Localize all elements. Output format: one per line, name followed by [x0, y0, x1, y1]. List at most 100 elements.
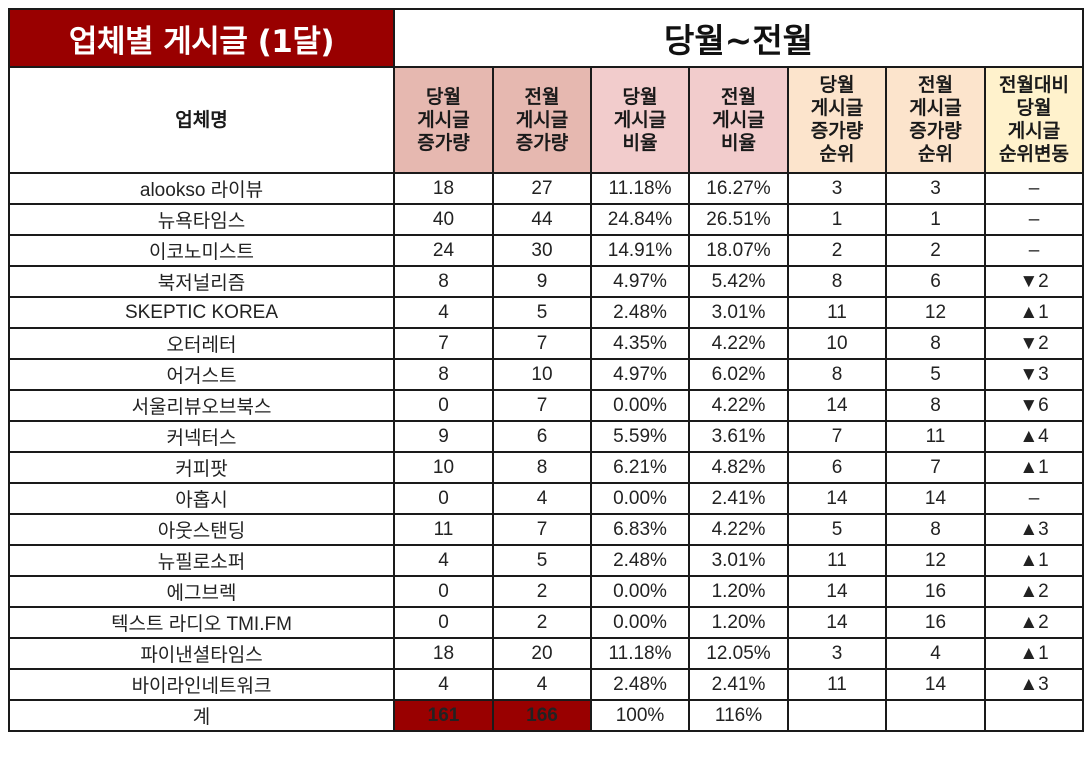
cur-increase-cell[interactable]: 11 [393, 513, 494, 546]
prev-rank-cell[interactable]: 1 [885, 203, 986, 236]
prev-increase-cell[interactable]: 7 [492, 513, 592, 546]
total-rank-change[interactable] [984, 699, 1084, 732]
total-cur-rank[interactable] [787, 699, 887, 732]
company-name-cell[interactable]: 오터레터 [8, 327, 395, 360]
cur-rank-cell[interactable]: 10 [787, 327, 887, 360]
prev-increase-cell[interactable]: 2 [492, 575, 592, 608]
prev-increase-cell[interactable]: 4 [492, 668, 592, 701]
company-name-cell[interactable]: 이코노미스트 [8, 234, 395, 267]
prev-ratio-cell[interactable]: 3.01% [688, 296, 789, 329]
total-label[interactable]: 계 [8, 699, 395, 732]
prev-rank-cell[interactable]: 12 [885, 544, 986, 577]
cur-rank-cell[interactable]: 14 [787, 389, 887, 422]
company-name-cell[interactable]: 커피팟 [8, 451, 395, 484]
prev-rank-cell[interactable]: 12 [885, 296, 986, 329]
prev-ratio-cell[interactable]: 3.01% [688, 544, 789, 577]
company-name-cell[interactable]: 뉴욕타임스 [8, 203, 395, 236]
cur-increase-cell[interactable]: 10 [393, 451, 494, 484]
cur-ratio-cell[interactable]: 24.84% [590, 203, 690, 236]
cur-increase-cell[interactable]: 7 [393, 327, 494, 360]
company-name-cell[interactable]: 커넥터스 [8, 420, 395, 453]
rank-change-cell[interactable]: ▲3 [984, 513, 1084, 546]
table-title[interactable]: 업체별 게시글 (1달) [8, 8, 395, 68]
company-name-cell[interactable]: 바이라인네트워크 [8, 668, 395, 701]
prev-increase-cell[interactable]: 7 [492, 327, 592, 360]
company-name-cell[interactable]: 에그브렉 [8, 575, 395, 608]
prev-increase-cell[interactable]: 44 [492, 203, 592, 236]
prev-rank-cell[interactable]: 5 [885, 358, 986, 391]
cur-rank-cell[interactable]: 2 [787, 234, 887, 267]
cur-increase-cell[interactable]: 0 [393, 389, 494, 422]
cur-increase-cell[interactable]: 24 [393, 234, 494, 267]
rank-change-cell[interactable]: ▲2 [984, 606, 1084, 639]
rank-change-cell[interactable]: – [984, 203, 1084, 236]
company-name-cell[interactable]: 북저널리즘 [8, 265, 395, 298]
prev-increase-cell[interactable]: 10 [492, 358, 592, 391]
prev-ratio-cell[interactable]: 2.41% [688, 668, 789, 701]
rank-change-cell[interactable]: – [984, 234, 1084, 267]
prev-ratio-cell[interactable]: 3.61% [688, 420, 789, 453]
header-cur-increase[interactable]: 당월 게시글 증가량 [393, 66, 494, 174]
prev-rank-cell[interactable]: 7 [885, 451, 986, 484]
rank-change-cell[interactable]: ▲1 [984, 544, 1084, 577]
cur-increase-cell[interactable]: 0 [393, 606, 494, 639]
prev-rank-cell[interactable]: 14 [885, 482, 986, 515]
cur-rank-cell[interactable]: 11 [787, 296, 887, 329]
prev-rank-cell[interactable]: 8 [885, 327, 986, 360]
prev-ratio-cell[interactable]: 6.02% [688, 358, 789, 391]
prev-rank-cell[interactable]: 8 [885, 513, 986, 546]
header-prev-rank[interactable]: 전월 게시글 증가량 순위 [885, 66, 986, 174]
rank-change-cell[interactable]: – [984, 482, 1084, 515]
prev-increase-cell[interactable]: 2 [492, 606, 592, 639]
prev-increase-cell[interactable]: 20 [492, 637, 592, 670]
prev-ratio-cell[interactable]: 5.42% [688, 265, 789, 298]
cur-rank-cell[interactable]: 5 [787, 513, 887, 546]
cur-increase-cell[interactable]: 18 [393, 637, 494, 670]
total-prev-increase[interactable]: 166 [492, 699, 592, 732]
prev-rank-cell[interactable]: 11 [885, 420, 986, 453]
rank-change-cell[interactable]: ▲3 [984, 668, 1084, 701]
company-name-cell[interactable]: 뉴필로소퍼 [8, 544, 395, 577]
cur-rank-cell[interactable]: 6 [787, 451, 887, 484]
prev-increase-cell[interactable]: 7 [492, 389, 592, 422]
header-company-name[interactable]: 업체명 [8, 66, 395, 174]
company-name-cell[interactable]: alookso 라이뷰 [8, 172, 395, 205]
prev-rank-cell[interactable]: 16 [885, 606, 986, 639]
cur-rank-cell[interactable]: 14 [787, 482, 887, 515]
cur-ratio-cell[interactable]: 6.21% [590, 451, 690, 484]
company-name-cell[interactable]: 서울리뷰오브북스 [8, 389, 395, 422]
cur-ratio-cell[interactable]: 0.00% [590, 575, 690, 608]
cur-increase-cell[interactable]: 0 [393, 575, 494, 608]
cur-rank-cell[interactable]: 14 [787, 606, 887, 639]
prev-ratio-cell[interactable]: 4.22% [688, 389, 789, 422]
prev-increase-cell[interactable]: 5 [492, 544, 592, 577]
cur-ratio-cell[interactable]: 0.00% [590, 389, 690, 422]
company-name-cell[interactable]: 어거스트 [8, 358, 395, 391]
cur-increase-cell[interactable]: 8 [393, 265, 494, 298]
company-name-cell[interactable]: 텍스트 라디오 TMI.FM [8, 606, 395, 639]
cur-increase-cell[interactable]: 9 [393, 420, 494, 453]
prev-increase-cell[interactable]: 5 [492, 296, 592, 329]
rank-change-cell[interactable]: ▼2 [984, 265, 1084, 298]
rank-change-cell[interactable]: ▲1 [984, 296, 1084, 329]
cur-ratio-cell[interactable]: 0.00% [590, 482, 690, 515]
prev-ratio-cell[interactable]: 16.27% [688, 172, 789, 205]
cur-ratio-cell[interactable]: 11.18% [590, 172, 690, 205]
cur-increase-cell[interactable]: 18 [393, 172, 494, 205]
rank-change-cell[interactable]: ▼2 [984, 327, 1084, 360]
rank-change-cell[interactable]: ▲1 [984, 451, 1084, 484]
cur-ratio-cell[interactable]: 2.48% [590, 544, 690, 577]
cur-ratio-cell[interactable]: 4.97% [590, 265, 690, 298]
cur-rank-cell[interactable]: 3 [787, 637, 887, 670]
cur-increase-cell[interactable]: 40 [393, 203, 494, 236]
period-label[interactable]: 당월~전월 [393, 8, 1084, 68]
cur-rank-cell[interactable]: 7 [787, 420, 887, 453]
total-cur-increase[interactable]: 161 [393, 699, 494, 732]
prev-increase-cell[interactable]: 8 [492, 451, 592, 484]
cur-rank-cell[interactable]: 1 [787, 203, 887, 236]
rank-change-cell[interactable]: ▲4 [984, 420, 1084, 453]
cur-rank-cell[interactable]: 3 [787, 172, 887, 205]
prev-ratio-cell[interactable]: 1.20% [688, 575, 789, 608]
rank-change-cell[interactable]: – [984, 172, 1084, 205]
cur-increase-cell[interactable]: 0 [393, 482, 494, 515]
